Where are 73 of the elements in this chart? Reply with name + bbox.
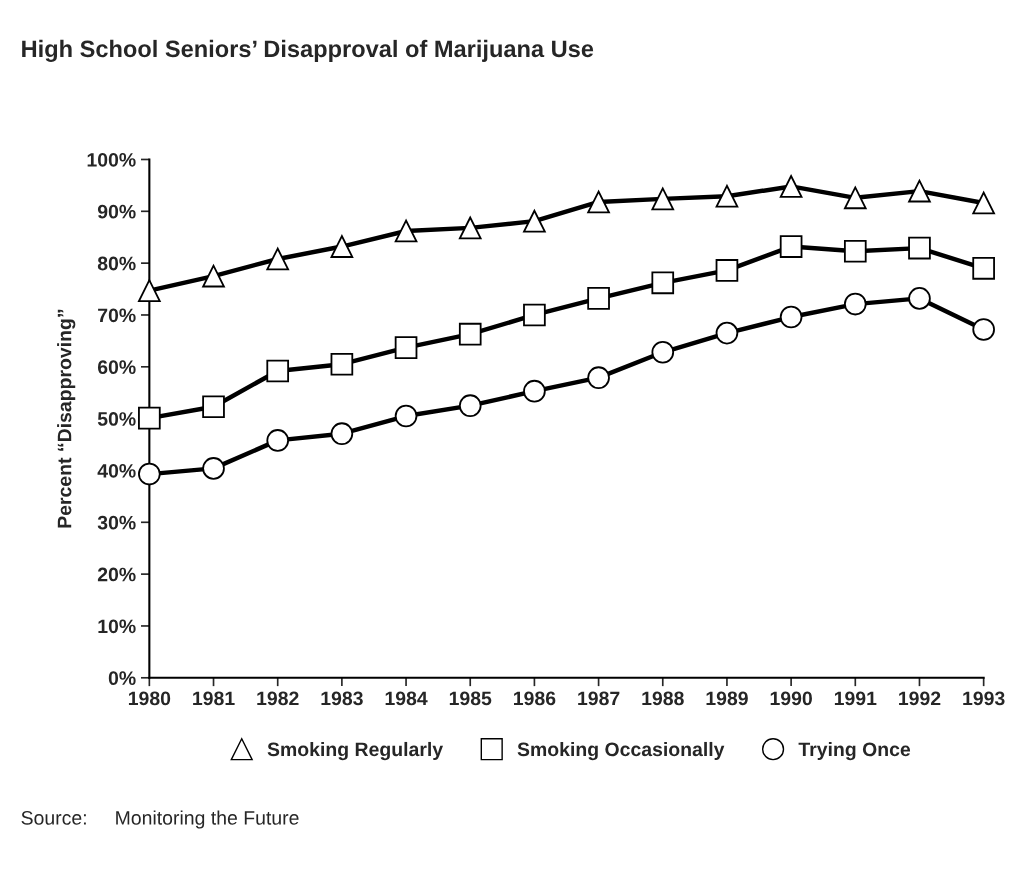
y-tick-label: 30% xyxy=(97,515,136,530)
point xyxy=(330,235,354,258)
point xyxy=(972,191,995,215)
chart-title: High School Seniors’ Disapproval of Marijuana Use xyxy=(22,39,594,62)
point xyxy=(908,287,931,310)
point xyxy=(972,257,995,280)
point xyxy=(843,239,867,263)
point xyxy=(202,457,225,480)
point xyxy=(523,379,546,403)
point xyxy=(266,359,290,383)
y-tick-label: 50% xyxy=(97,412,136,426)
x-tick-label: 1980 xyxy=(128,691,171,706)
point xyxy=(908,236,931,260)
legend-label: Trying Once xyxy=(798,741,911,761)
x-tick-label: 1989 xyxy=(706,691,748,706)
y-tick-label: 100% xyxy=(87,152,136,167)
point xyxy=(587,287,610,310)
y-tick-label: 0% xyxy=(108,671,136,686)
point xyxy=(779,235,803,258)
source-note: Source: Monitoring the Future xyxy=(21,810,299,829)
point xyxy=(266,247,290,271)
y-tick-label: 20% xyxy=(97,567,136,582)
x-tick-label: 1983 xyxy=(321,691,363,706)
point xyxy=(394,336,418,359)
point xyxy=(715,184,739,208)
x-tick-label: 1982 xyxy=(257,691,299,706)
x-tick-label: 1993 xyxy=(963,691,1005,706)
point xyxy=(715,321,739,345)
x-tick-label: 1986 xyxy=(514,691,556,706)
point xyxy=(202,264,225,288)
y-tick-label: 70% xyxy=(98,308,136,323)
point xyxy=(651,271,675,295)
x-tick-label: 1985 xyxy=(449,691,492,706)
point xyxy=(843,292,867,316)
point xyxy=(779,175,803,198)
point xyxy=(843,186,867,210)
x-tick-label: 1984 xyxy=(385,691,428,706)
point xyxy=(587,366,610,390)
x-tick-label: 1992 xyxy=(899,691,941,706)
point xyxy=(972,318,995,341)
y-tick-label: 10% xyxy=(98,619,136,634)
y-tick-label: 80% xyxy=(97,256,136,271)
point xyxy=(138,406,161,430)
x-tick-label: 1990 xyxy=(770,691,812,706)
point xyxy=(908,179,931,203)
point xyxy=(458,322,482,346)
x-tick-label: 1981 xyxy=(193,691,235,706)
point xyxy=(779,305,803,329)
point xyxy=(202,395,225,419)
point xyxy=(394,404,418,428)
point xyxy=(394,219,418,243)
x-tick-label: 1988 xyxy=(642,691,684,706)
y-tick-label: 60% xyxy=(97,360,136,375)
point xyxy=(458,216,482,240)
point xyxy=(330,422,354,445)
point xyxy=(138,279,161,302)
point xyxy=(138,462,161,486)
point xyxy=(266,429,290,452)
point xyxy=(651,340,675,364)
point xyxy=(523,209,546,233)
legend-label: Smoking Occasionally xyxy=(517,741,725,761)
y-tick-label: 90% xyxy=(97,204,136,219)
y-axis-title: Percent “Disapproving” xyxy=(57,309,76,528)
x-tick-label: 1987 xyxy=(578,691,620,706)
point xyxy=(523,303,546,327)
point xyxy=(587,190,610,214)
y-tick-label: 40% xyxy=(97,463,136,478)
point xyxy=(458,394,482,417)
point xyxy=(330,352,354,376)
legend-label: Smoking Regularly xyxy=(267,741,444,761)
point xyxy=(651,187,675,211)
x-tick-label: 1991 xyxy=(834,691,877,706)
point xyxy=(715,259,739,282)
